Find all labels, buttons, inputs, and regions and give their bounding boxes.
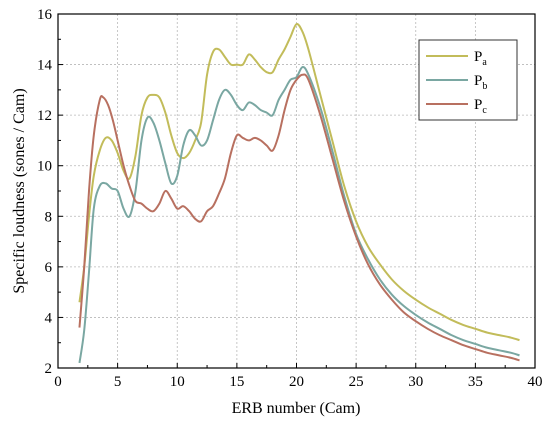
- y-tick-label: 6: [45, 260, 53, 276]
- y-tick-label: 2: [45, 361, 53, 377]
- y-tick-label: 10: [37, 159, 52, 175]
- y-axis: 2 4 6 8 10 12 14 16: [37, 7, 63, 377]
- x-tick-label: 30: [408, 374, 423, 390]
- y-axis-title: Specific loudness (sones / Cam): [11, 88, 28, 293]
- y-tick-label: 14: [37, 58, 53, 74]
- x-tick-label: 40: [528, 374, 543, 390]
- series-line-Pb: [78, 66, 520, 364]
- x-tick-label: 0: [54, 374, 62, 390]
- series-line-Pc: [78, 73, 520, 362]
- legend-subscript: b: [482, 81, 487, 92]
- y-tick-label: 12: [37, 108, 52, 124]
- x-axis: 0 5 10 15 20 25 30 35 40: [54, 363, 543, 390]
- y-tick-label: 8: [45, 209, 53, 225]
- y-tick-label: 16: [37, 7, 53, 23]
- series-line-Pa: [78, 23, 520, 342]
- x-tick-label: 35: [468, 374, 483, 390]
- x-tick-label: 20: [289, 374, 304, 390]
- y-tick-label: 4: [45, 310, 53, 326]
- x-tick-label: 25: [349, 374, 364, 390]
- x-axis-title: ERB number (Cam): [232, 400, 361, 417]
- x-tick-label: 15: [229, 374, 244, 390]
- series-layer: [78, 23, 520, 364]
- x-tick-label: 10: [170, 374, 185, 390]
- legend-subscript: a: [482, 57, 487, 68]
- x-tick-label: 5: [114, 374, 122, 390]
- legend-subscript: c: [482, 105, 487, 116]
